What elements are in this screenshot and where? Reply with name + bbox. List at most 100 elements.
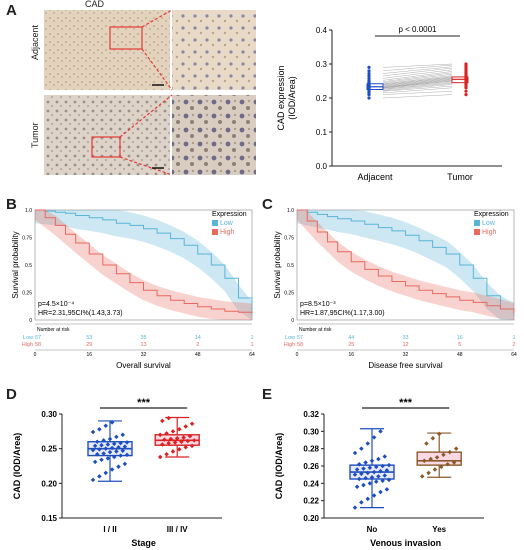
data-point [111,441,117,447]
panel-label-b: B [6,196,17,213]
y-tick-label: 0 [291,318,294,324]
histology-title: CAD [85,0,105,9]
histology-panel [44,9,256,176]
risk-count: 44 [348,335,354,341]
data-point [464,93,468,97]
x-category-label: Adjacent [357,172,393,182]
risk-count: 2 [196,342,199,348]
paired-line [382,64,453,72]
stat-text: HR=2.31,95CI%(1.43,3.73) [38,310,123,317]
data-point [365,496,371,502]
y-tick-label: 0.0 [316,162,328,171]
paired-line [382,67,453,77]
data-point [170,429,176,434]
data-point [103,423,109,429]
x-tick-label: 32 [403,352,409,358]
x-axis-label: Disease free survival [368,361,442,370]
data-point [107,436,113,442]
y-tick-label: 0 [29,318,32,324]
data-point [99,457,104,463]
data-point [359,500,364,505]
data-point [354,484,360,490]
risk-count: 16 [457,335,463,341]
paired-line [382,82,453,90]
significance-stars: *** [399,397,413,409]
panel-label-c: C [262,196,273,213]
data-point [451,460,457,465]
y-tick-label: 0.20 [41,479,57,488]
paired-line [382,72,453,82]
data-point [170,449,176,454]
data-point [92,459,98,465]
paired-line [382,85,453,92]
y-tick-label: 0.26 [303,462,319,471]
x-category-label: No [367,525,378,534]
data-point [103,470,109,476]
x-tick-label: 48 [457,352,463,358]
data-point [90,447,96,453]
x-tick-label: 16 [348,352,354,358]
data-point [103,446,109,451]
significance-stars: *** [137,397,151,409]
data-point [97,474,102,479]
paired-line [382,77,453,87]
data-point [378,468,383,474]
x-tick-label: 32 [141,352,147,358]
x-axis-label: Stage [131,538,156,548]
x-tick-label: 64 [511,352,517,358]
chart-overall-survival: 0 0.25 0.5 0.75 1.0 Survival probability Expre… [11,208,255,370]
risk-table-title: Number at risk [37,327,70,333]
tumor-roi-box [91,136,121,158]
data-point [160,418,165,424]
paired-line [382,84,453,91]
x-category-label: III / IV [167,525,189,534]
y-tick-label: 0.20 [303,514,319,523]
risk-count: 12 [402,342,408,348]
risk-count: 58 [35,342,41,348]
chart-stage-boxplot: 0.15 0.20 0.25 0.30 CAD (IOD/Area) I / II III … [12,397,222,548]
data-point [157,432,163,438]
data-point [189,421,195,426]
x-category-label: I / II [103,525,116,534]
x-category-label: Yes [432,525,446,534]
data-point [166,440,171,446]
data-point [157,454,163,460]
y-tick-label: 0.75 [22,236,32,242]
legend-label: Low [220,220,234,227]
data-point [174,436,180,441]
data-point [426,470,431,476]
y-tick-label: 0.30 [303,427,319,436]
x-axis-label: Overall survival [116,361,171,370]
data-point [430,436,436,441]
data-point [166,415,171,421]
data-point [90,477,96,483]
paired-line [382,77,453,86]
x-axis-label: Venous invasion [370,538,441,548]
risk-count: 14 [195,335,201,341]
plot-frame [34,209,253,321]
risk-count: 35 [140,335,146,341]
survival-curve-low [297,209,515,316]
paired-line [382,63,453,68]
risk-row-label: Low [23,335,33,341]
data-point [164,431,169,436]
stat-text: p=4.5×10⁻⁴ [38,301,74,308]
data-point [168,436,174,442]
data-point [120,432,126,438]
risk-count: 2 [512,342,515,348]
data-point [367,74,371,78]
y-tick-label: 0.24 [303,479,319,488]
data-point [352,505,358,510]
survival-curve-high [297,209,515,314]
y-tick-label: 0.5 [287,263,294,269]
paired-line [382,83,453,90]
y-tick-label: 0.25 [41,445,57,454]
data-point [367,69,371,73]
confidence-band-high [297,210,514,320]
data-point [101,438,106,443]
panel-label-a: A [6,2,17,19]
data-point [378,429,383,434]
legend-label: Low [482,220,496,227]
risk-row-label: High [284,342,295,348]
risk-row-label: Low [285,335,295,341]
